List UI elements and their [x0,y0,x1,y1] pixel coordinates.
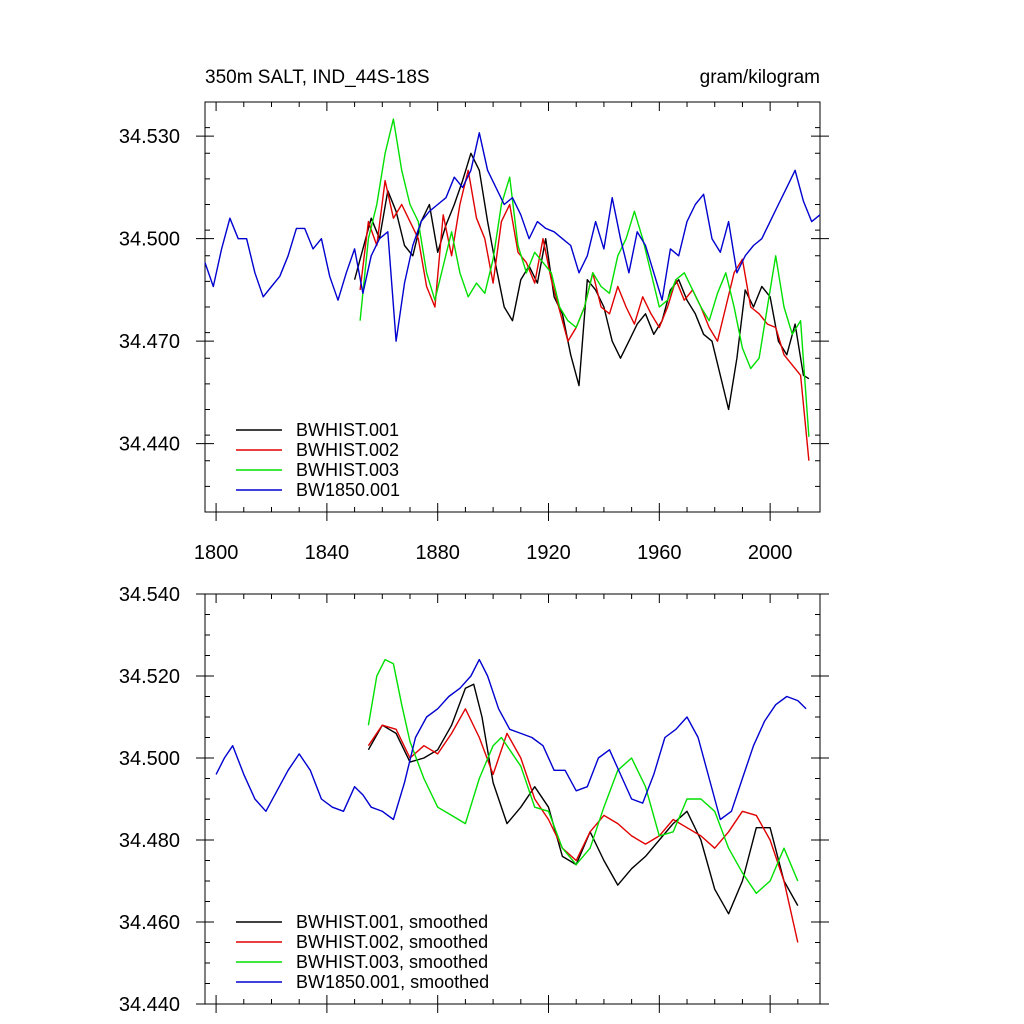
y-tick-label: 34.520 [119,666,180,688]
y-tick-label: 34.500 [119,748,180,770]
series-line-1-3 [359,118,810,437]
legend-label: BWHIST.001 [296,420,399,440]
x-tick-label: 1840 [305,542,350,564]
x-tick-label: 1880 [415,542,460,564]
series-line-2-4 [215,658,807,821]
legend-label: BWHIST.002 [296,440,399,460]
legend-label: BWHIST.003 [296,460,399,480]
series-line-1-1 [353,152,810,411]
units-label: gram/kilogram [700,67,820,88]
y-tick-label: 34.470 [119,331,180,353]
x-tick-label: 1920 [526,542,571,564]
y-tick-label: 34.460 [119,912,180,934]
y-tick-label: 34.540 [119,584,180,606]
y-tick-label: 34.480 [119,830,180,852]
x-tick-label: 1960 [637,542,682,564]
x-tick-label: 1800 [194,542,239,564]
y-tick-label: 34.440 [119,994,180,1016]
series-line-2-1 [367,683,799,915]
series-line-2-2 [367,708,799,943]
legend-label: BWHIST.001, smoothed [296,912,488,932]
series-line-1-4 [204,132,821,342]
series-line-2-3 [367,658,799,894]
legend-label: BW1850.001 [296,480,400,500]
x-tick-label: 2000 [748,542,793,564]
legend-label: BWHIST.003, smoothed [296,952,488,972]
y-tick-label: 34.500 [119,229,180,251]
y-tick-label: 34.440 [119,434,180,456]
chart-title: 350m SALT, IND_44S-18S [205,67,430,88]
legend-label: BW1850.001, smoothed [296,972,489,992]
legend-label: BWHIST.002, smoothed [296,932,488,952]
y-tick-label: 34.530 [119,126,180,148]
